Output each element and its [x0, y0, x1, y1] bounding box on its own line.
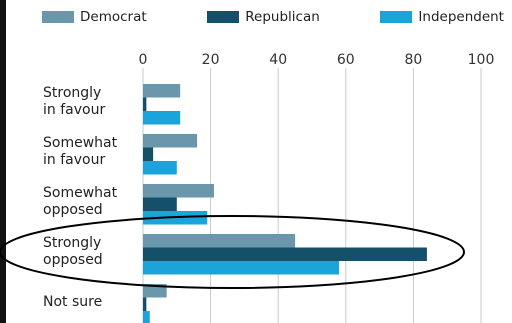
legend-item-2: Independent [380, 9, 504, 25]
x-tick-label-0: 0 [139, 52, 148, 68]
category-label-1: Somewhat in favour [43, 135, 118, 168]
bar-0-1 [143, 97, 147, 111]
bar-1-1 [143, 147, 154, 161]
legend-swatch-0 [42, 11, 74, 23]
bar-0-0 [143, 84, 181, 98]
bar-2-1 [143, 197, 177, 211]
bar-3-1 [143, 247, 427, 261]
bar-4-0 [143, 284, 167, 298]
x-tick-label-4: 80 [404, 52, 422, 68]
legend-swatch-2 [380, 11, 413, 23]
legend-label-2: Independent [418, 9, 504, 25]
category-label-0: Strongly in favour [43, 85, 105, 118]
category-label-2: Somewhat opposed [43, 185, 118, 218]
highlight-ellipse [0, 215, 465, 289]
x-tick-label-3: 60 [337, 52, 355, 68]
legend-label-0: Democrat [80, 9, 147, 25]
legend-item-1: Republican [207, 9, 320, 25]
legend-label-1: Republican [245, 9, 320, 25]
x-tick-label-5: 100 [468, 52, 495, 68]
legend-swatch-1 [207, 11, 240, 23]
bar-1-2 [143, 161, 177, 175]
bar-3-0 [143, 234, 296, 248]
bar-1-0 [143, 134, 198, 148]
bar-3-2 [143, 261, 340, 275]
x-tick-label-1: 20 [202, 52, 220, 68]
category-label-3: Strongly opposed [43, 235, 103, 268]
left-border [0, 0, 6, 323]
bar-2-0 [143, 184, 214, 198]
bar-0-2 [143, 111, 181, 125]
bar-4-1 [143, 297, 147, 311]
legend-item-0: Democrat [42, 9, 147, 25]
x-tick-label-2: 40 [269, 52, 287, 68]
category-label-4: Not sure [43, 294, 102, 310]
legend: Democrat Republican Independent [42, 9, 504, 25]
bar-4-2 [143, 311, 150, 323]
